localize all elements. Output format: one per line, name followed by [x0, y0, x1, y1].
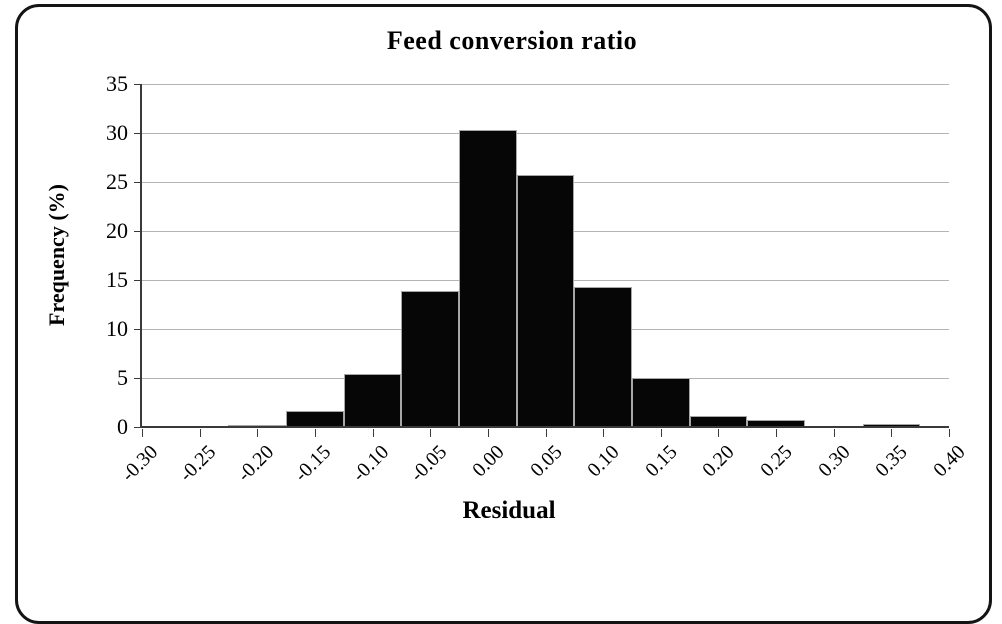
y-axis-tick — [134, 231, 142, 232]
histogram-bar — [286, 411, 344, 427]
x-axis-tick — [603, 429, 605, 437]
x-axis-tick — [199, 429, 201, 437]
x-axis-title: Residual — [462, 497, 556, 524]
x-axis-tick — [718, 429, 720, 437]
y-tick-label: 30 — [106, 120, 128, 145]
x-axis-tick — [776, 429, 778, 437]
histogram-bar — [343, 374, 402, 427]
x-axis-tick — [314, 429, 316, 437]
y-tick-label: 35 — [106, 71, 128, 96]
y-axis-tick — [134, 182, 142, 183]
y-tick-label: 10 — [106, 316, 128, 341]
y-tick-label: 15 — [106, 267, 128, 292]
y-axis-tick — [134, 84, 142, 85]
x-axis-tick — [833, 429, 835, 437]
x-axis-tick — [545, 429, 547, 437]
gridline — [142, 133, 949, 134]
x-axis-tick — [949, 429, 950, 437]
x-axis-tick — [430, 429, 432, 437]
x-axis-tick — [372, 429, 374, 437]
y-axis-tick — [134, 280, 142, 281]
histogram-bar — [631, 378, 690, 427]
histogram-bar — [459, 130, 517, 427]
gridline — [142, 84, 949, 85]
x-axis-tick — [660, 429, 662, 437]
y-tick-label: 5 — [117, 365, 128, 390]
histogram-bar — [747, 420, 805, 427]
histogram-bar — [516, 175, 575, 427]
y-tick-label: 0 — [117, 414, 128, 439]
x-axis-tick — [487, 429, 489, 437]
y-axis-line — [140, 84, 142, 428]
chart-title: Feed conversion ratio — [386, 26, 638, 55]
y-axis-tick — [134, 378, 142, 379]
y-tick-label: 25 — [106, 169, 128, 194]
x-axis-line — [140, 426, 949, 428]
x-axis-tick — [891, 429, 893, 437]
histogram-bar — [862, 424, 921, 427]
histogram-bar — [689, 416, 748, 427]
histogram-bar — [574, 287, 632, 427]
y-axis-tick — [134, 427, 142, 428]
plot-area — [142, 84, 949, 427]
y-axis-tick — [134, 329, 142, 330]
y-tick-label: 20 — [106, 218, 128, 243]
y-axis-title: Frequency (%) — [44, 184, 69, 326]
x-axis-tick — [257, 429, 259, 437]
y-axis-tick — [134, 133, 142, 134]
x-axis-tick — [142, 429, 143, 437]
histogram-bar — [401, 291, 460, 427]
